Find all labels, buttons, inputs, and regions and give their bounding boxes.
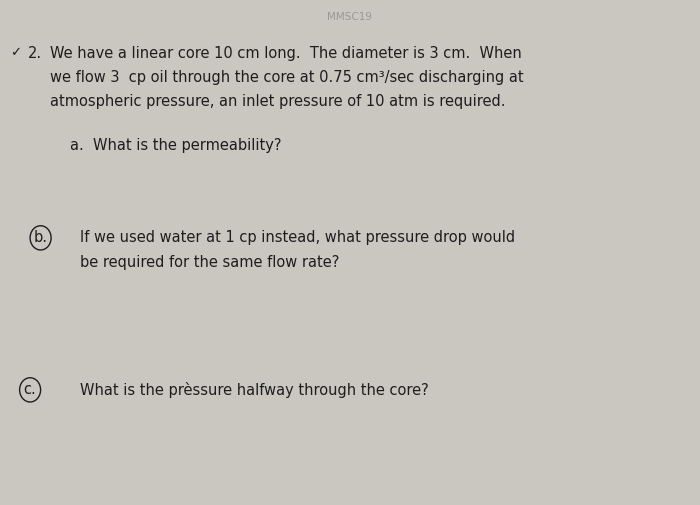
Text: MMSC19: MMSC19	[328, 12, 372, 22]
Text: We have a linear core 10 cm long.  The diameter is 3 cm.  When: We have a linear core 10 cm long. The di…	[50, 45, 522, 61]
Text: What is the prèssure halfway through the core?: What is the prèssure halfway through the…	[80, 382, 429, 398]
Text: be required for the same flow rate?: be required for the same flow rate?	[80, 255, 340, 270]
Text: ✓: ✓	[10, 46, 21, 60]
Text: b.: b.	[34, 230, 48, 245]
Text: If we used water at 1 cp instead, what pressure drop would: If we used water at 1 cp instead, what p…	[80, 230, 516, 245]
Text: we flow 3  cp oil through the core at 0.75 cm³/sec discharging at: we flow 3 cp oil through the core at 0.7…	[50, 70, 524, 85]
Text: atmospheric pressure, an inlet pressure of 10 atm is required.: atmospheric pressure, an inlet pressure …	[50, 94, 506, 109]
Text: 2.: 2.	[28, 45, 42, 61]
Text: c.: c.	[24, 382, 36, 397]
Text: a.  What is the permeability?: a. What is the permeability?	[70, 138, 281, 153]
